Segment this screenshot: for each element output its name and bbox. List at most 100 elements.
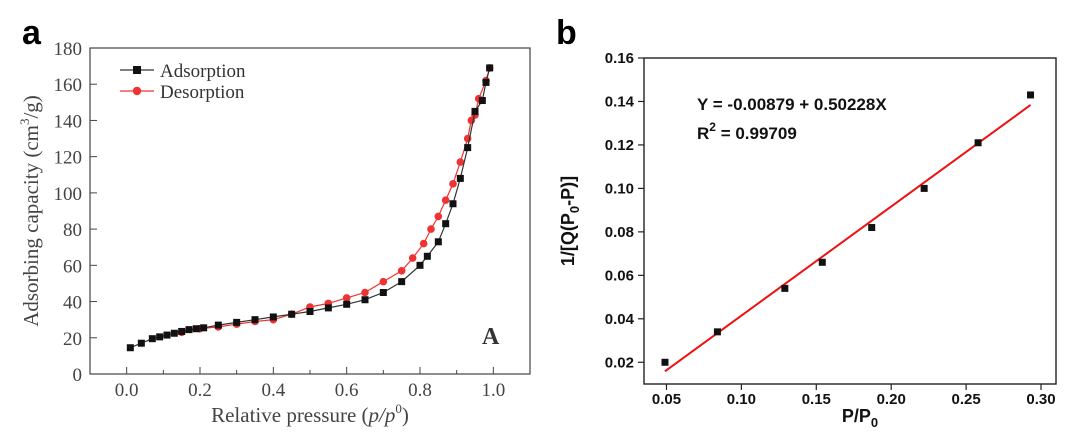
- legend-label-adsorption: Adsorption: [160, 61, 246, 82]
- panel-a-y-tick-label: 60: [63, 256, 82, 277]
- panel-b-y-tick-label: 0.16: [605, 50, 634, 67]
- r-squared-annotation: R2 = 0.99709: [697, 120, 797, 143]
- panel-b: b 0.05 0.10 0.15 0.20 0.25 0.30 0.02 0.04 0.06 0…: [556, 14, 1057, 430]
- r-squared-value: = 0.99709: [716, 124, 797, 143]
- data-point-adsorption: [464, 144, 472, 152]
- data-point: [1027, 91, 1035, 99]
- data-point-adsorption: [126, 344, 134, 352]
- panel-b-x-tick-label: 0.20: [877, 391, 906, 408]
- panel-b-x-tick-label: 0.10: [727, 391, 756, 408]
- legend-entry-desorption: Desorption: [120, 82, 245, 103]
- panel-b-y-tick-label: 0.08: [605, 224, 634, 241]
- panel-a-plot-frame: [89, 47, 531, 375]
- panel-b-y-ticks: 0.02 0.04 0.06 0.08 0.10 0.12 0.14 0.16: [605, 50, 644, 371]
- data-point: [818, 258, 826, 266]
- panel-b-y-tick-label: 0.04: [605, 311, 635, 328]
- panel-b-label: b: [556, 14, 577, 52]
- panel-a-y-axis-label: Adsorbing capacity (cm3/g): [17, 95, 43, 327]
- data-point-desorption: [419, 239, 428, 248]
- panel-b-y-tick-label: 0.02: [605, 354, 634, 371]
- data-point: [920, 184, 928, 192]
- panel-a-y-tick-label: 20: [63, 329, 82, 350]
- data-point-adsorption: [416, 261, 424, 269]
- panel-a-inset-label: A: [482, 324, 500, 350]
- data-point-adsorption: [482, 78, 490, 86]
- panel-a-x-tick-label: 0.4: [261, 380, 285, 401]
- panel-a-y-tick-label: 140: [54, 111, 83, 132]
- data-point-desorption: [379, 277, 388, 286]
- panel-a-y-axis-label-prefix: Adsorbing capacity (cm: [19, 125, 43, 327]
- data-point-adsorption: [269, 313, 277, 321]
- panel-b-x-tick-label: 0.05: [652, 391, 681, 408]
- data-point: [868, 224, 876, 232]
- panel-a-x-tick-label: 0.0: [115, 380, 139, 401]
- r-squared-prefix: R: [697, 124, 709, 143]
- data-point-adsorption: [361, 296, 369, 304]
- data-point-adsorption: [478, 97, 486, 105]
- panel-a-y-tick-label: 80: [63, 220, 82, 241]
- r-squared-sup: 2: [709, 120, 716, 134]
- data-point-adsorption: [343, 300, 351, 308]
- panel-a-legend: Adsorption Desorption: [120, 61, 246, 103]
- panel-a-x-axis-label-prefix: Relative pressure (: [211, 403, 368, 427]
- data-point-desorption: [434, 212, 443, 221]
- panel-a-y-tick-label: 100: [54, 184, 83, 205]
- panel-a-x-ticks: 0.0 0.2 0.4 0.6 0.8 1.0: [115, 367, 505, 401]
- data-point-desorption: [449, 180, 457, 188]
- panel-b-y-tick-label: 0.14: [605, 93, 635, 110]
- panel-b-y-axis-label-suffix: -P)]: [558, 176, 578, 206]
- panel-b-x-axis-label-prefix: P/P: [842, 406, 871, 426]
- panel-b-x-axis-label-sub: 0: [871, 415, 878, 430]
- panel-a-x-tick-label: 1.0: [481, 380, 505, 401]
- panel-b-x-ticks: 0.05 0.10 0.15 0.20 0.25 0.30: [652, 384, 1056, 408]
- data-point-adsorption: [486, 64, 494, 72]
- data-point-desorption: [342, 294, 351, 302]
- panel-a-y-tick-label: 40: [63, 293, 82, 314]
- data-point-adsorption: [137, 339, 145, 347]
- data-point-adsorption: [178, 327, 186, 335]
- panel-a-y-tick-label: 180: [54, 39, 83, 60]
- panel-a-x-axis-label-var: p/p: [367, 403, 396, 427]
- panel-a-x-axis-label-sup: 0: [395, 401, 402, 416]
- data-point-desorption: [361, 288, 369, 297]
- panel-b-y-axis-label: 1/[Q(P0-P)]: [558, 176, 582, 266]
- panel-a-x-tick-label: 0.2: [188, 380, 212, 401]
- data-point-desorption: [456, 158, 465, 166]
- panel-b-x-tick-label: 0.25: [952, 391, 981, 408]
- data-point-adsorption: [251, 316, 259, 324]
- panel-a-label: a: [22, 14, 42, 52]
- legend-entry-adsorption: Adsorption: [120, 61, 246, 82]
- data-point: [661, 358, 669, 366]
- data-point: [974, 139, 982, 147]
- panel-a-y-tick-label: 120: [54, 148, 83, 169]
- legend-marker-desorption: [132, 86, 142, 96]
- data-point-adsorption: [434, 238, 442, 246]
- fit-equation-annotation: Y = -0.00879 + 0.50228X: [697, 95, 887, 114]
- data-point-adsorption: [471, 107, 479, 115]
- panel-b-x-tick-label: 0.15: [802, 391, 831, 408]
- panel-b-x-axis-label: P/P0: [842, 406, 878, 430]
- data-point-adsorption: [214, 321, 222, 329]
- data-point-desorption: [441, 196, 450, 204]
- panel-a-y-axis-label-suffix: /g): [19, 95, 43, 118]
- legend-marker-adsorption: [133, 66, 141, 74]
- data-point-adsorption: [163, 331, 171, 339]
- linear-fit-line: [664, 104, 1032, 373]
- data-point-adsorption: [288, 310, 296, 318]
- data-point-adsorption: [442, 220, 450, 228]
- panel-a-x-tick-label: 0.6: [335, 380, 359, 401]
- panel-a-series: [126, 64, 494, 352]
- data-point-desorption: [427, 225, 435, 233]
- data-point-adsorption: [456, 174, 464, 182]
- panel-a-y-ticks: 0 20 40 60 80 100 120 140 160 180: [54, 39, 97, 386]
- panel-b-y-tick-label: 0.10: [605, 180, 634, 197]
- data-point-adsorption: [398, 278, 406, 286]
- panel-a-x-tick-label: 0.8: [408, 380, 432, 401]
- panel-b-x-tick-label: 0.30: [1026, 391, 1055, 408]
- panel-b-plot-frame: [643, 57, 1057, 385]
- panel-a: a 0.0 0.2 0.4 0.6 0.8 1.0 0 20 40 60 80 100 120 140 1…: [17, 14, 531, 427]
- panel-b-y-tick-label: 0.06: [605, 267, 634, 284]
- data-point-adsorption: [324, 304, 332, 312]
- data-point-adsorption: [449, 200, 457, 208]
